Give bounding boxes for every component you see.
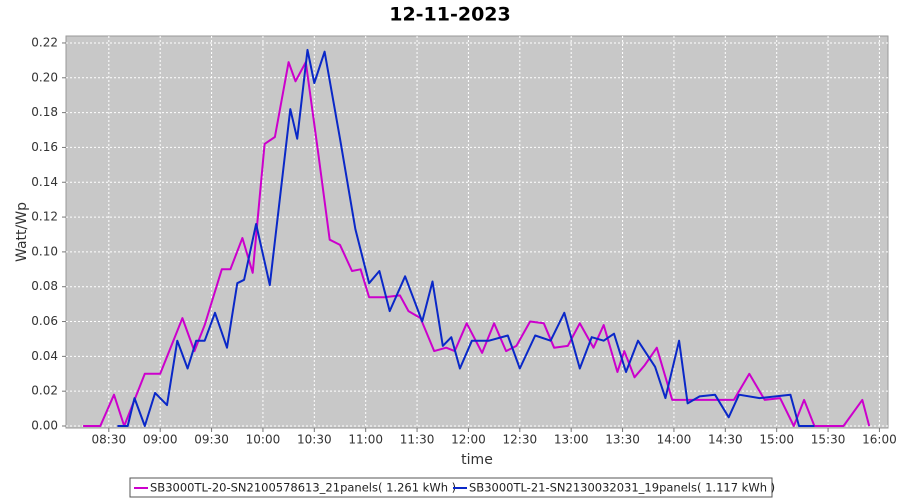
- y-tick-label: 0.20: [31, 70, 58, 84]
- x-tick-label: 14:30: [708, 433, 743, 447]
- legend-label: SB3000TL-20-SN2100578613_21panels( 1.261…: [150, 481, 456, 495]
- y-tick-label: 0.16: [31, 140, 58, 154]
- x-tick-label: 13:30: [605, 433, 640, 447]
- y-tick-label: 0.04: [31, 349, 58, 363]
- y-tick-label: 0.10: [31, 244, 58, 258]
- y-tick-label: 0.12: [31, 210, 58, 224]
- x-tick-label: 15:30: [811, 433, 846, 447]
- plot-area: [65, 35, 889, 429]
- y-tick-label: 0.22: [31, 35, 58, 49]
- x-tick-label: 15:00: [759, 433, 794, 447]
- y-tick-label: 0.00: [31, 419, 58, 433]
- x-tick-label: 11:00: [348, 433, 383, 447]
- x-tick-label: 11:30: [400, 433, 435, 447]
- legend-label: SB3000TL-21-SN2130032031_19panels( 1.117…: [469, 481, 775, 495]
- x-tick-label: 10:30: [297, 433, 332, 447]
- x-tick-label: 12:30: [503, 433, 538, 447]
- legend: [129, 477, 773, 498]
- x-tick-label: 10:00: [246, 433, 281, 447]
- series-line: [83, 61, 871, 427]
- x-tick-label: 09:00: [143, 433, 178, 447]
- chart-title: 12-11-2023: [389, 4, 511, 26]
- y-tick-label: 0.18: [31, 105, 58, 119]
- series-line: [117, 48, 815, 427]
- y-tick-label: 0.06: [31, 314, 58, 328]
- y-axis-label: Watt/Wp: [14, 202, 30, 262]
- y-tick-label: 0.14: [31, 175, 58, 189]
- x-axis-label: time: [461, 452, 493, 468]
- y-tick-label: 0.02: [31, 384, 58, 398]
- x-tick-label: 09:30: [194, 433, 229, 447]
- x-tick-label: 12:00: [451, 433, 486, 447]
- x-tick-label: 08:30: [92, 433, 127, 447]
- x-tick-label: 14:00: [657, 433, 692, 447]
- x-tick-label: 16:00: [862, 433, 897, 447]
- y-tick-label: 0.08: [31, 279, 58, 293]
- x-tick-label: 13:00: [554, 433, 589, 447]
